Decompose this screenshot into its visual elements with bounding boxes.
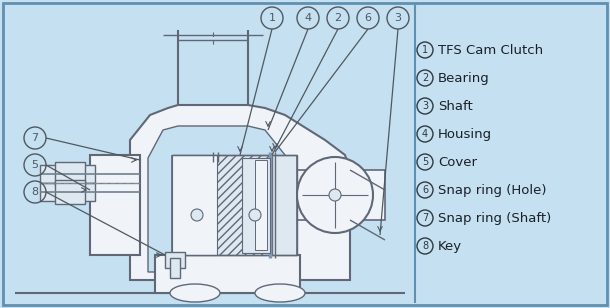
- Ellipse shape: [255, 284, 305, 302]
- Polygon shape: [130, 105, 350, 280]
- Text: 4: 4: [422, 129, 428, 139]
- Bar: [165, 252, 185, 268]
- Text: Housing: Housing: [438, 128, 492, 140]
- Text: 3: 3: [395, 13, 401, 23]
- Text: 7: 7: [32, 133, 38, 143]
- Text: TFS Cam Clutch: TFS Cam Clutch: [438, 43, 543, 56]
- Bar: [40, 183, 95, 201]
- Ellipse shape: [297, 157, 373, 233]
- Bar: [170, 258, 180, 278]
- Bar: [295, 170, 385, 220]
- Text: Bearing: Bearing: [438, 71, 490, 84]
- Circle shape: [249, 209, 261, 221]
- Bar: [155, 255, 300, 293]
- FancyBboxPatch shape: [3, 3, 607, 305]
- Text: 1: 1: [268, 13, 276, 23]
- Text: Shaft: Shaft: [438, 99, 473, 112]
- Text: Cover: Cover: [438, 156, 477, 168]
- Bar: [90, 155, 140, 255]
- Text: 1: 1: [422, 45, 428, 55]
- Bar: [242, 158, 270, 253]
- Bar: [55, 180, 85, 204]
- Text: Snap ring (Hole): Snap ring (Hole): [438, 184, 547, 197]
- Text: 4: 4: [304, 13, 312, 23]
- Text: 7: 7: [422, 213, 428, 223]
- Text: 5: 5: [422, 157, 428, 167]
- Ellipse shape: [170, 284, 220, 302]
- Text: 2: 2: [334, 13, 342, 23]
- Text: Snap ring (Shaft): Snap ring (Shaft): [438, 212, 551, 225]
- Polygon shape: [148, 126, 285, 272]
- Bar: [272, 155, 297, 255]
- Text: 2: 2: [422, 73, 428, 83]
- Text: 8: 8: [422, 241, 428, 251]
- Bar: [172, 155, 217, 255]
- Bar: [55, 162, 85, 186]
- Circle shape: [191, 209, 203, 221]
- Text: 3: 3: [422, 101, 428, 111]
- Text: 6: 6: [422, 185, 428, 195]
- Bar: [172, 155, 272, 255]
- Text: 6: 6: [365, 13, 371, 23]
- Text: 5: 5: [32, 160, 38, 170]
- Bar: [255, 160, 267, 250]
- Text: 8: 8: [32, 187, 38, 197]
- Circle shape: [329, 189, 341, 201]
- Bar: [40, 165, 95, 183]
- Text: Key: Key: [438, 240, 462, 253]
